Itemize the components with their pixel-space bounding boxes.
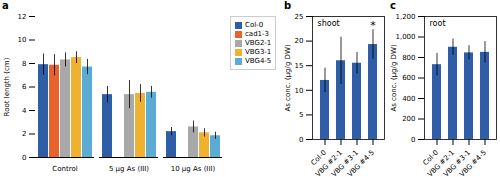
svg-text:600: 600: [402, 74, 415, 82]
svg-text:shoot: shoot: [318, 19, 340, 28]
svg-text:0: 0: [411, 136, 415, 144]
svg-text:Col-0: Col-0: [421, 148, 440, 168]
svg-text:*: *: [370, 19, 376, 32]
svg-text:4: 4: [22, 107, 27, 115]
svg-text:8: 8: [22, 60, 26, 68]
html-text:VBG2-1: VBG2-1: [245, 39, 272, 47]
svg-text:25: 25: [295, 13, 304, 21]
html-text:a: a: [2, 0, 9, 11]
svg-text:root: root: [430, 19, 446, 28]
svg-text:Control: Control: [52, 165, 77, 173]
svg-text:0: 0: [299, 136, 303, 144]
svg-text:0: 0: [22, 154, 26, 162]
svg-text:15: 15: [295, 62, 304, 70]
svg-text:10: 10: [18, 36, 27, 44]
html-text:Col-0: Col-0: [245, 21, 264, 29]
svg-text:5 μg As (III): 5 μg As (III): [109, 165, 149, 173]
svg-text:2: 2: [22, 130, 26, 138]
html-text:c: c: [390, 0, 396, 11]
svg-text:10 μg As (III): 10 μg As (III): [171, 165, 216, 173]
html-text:b: b: [284, 0, 292, 11]
svg-text:Root length (cm): Root length (cm): [3, 57, 11, 116]
svg-text:As conc. (μg/g DW): As conc. (μg/g DW): [390, 44, 398, 111]
svg-text:VBG #4-5: VBG #4-5: [458, 149, 488, 177]
svg-text:5: 5: [299, 111, 303, 119]
svg-text:400: 400: [402, 95, 415, 103]
svg-text:20: 20: [295, 37, 304, 45]
svg-text:As conc. (μg/g DW): As conc. (μg/g DW): [284, 44, 292, 111]
svg-text:12: 12: [18, 13, 27, 21]
svg-text:VBG #4-5: VBG #4-5: [346, 149, 376, 177]
svg-text:800: 800: [402, 54, 415, 62]
html-text:VBG3-1: VBG3-1: [245, 48, 272, 56]
svg-text:1,000: 1,000: [395, 33, 415, 41]
svg-text:Col-0: Col-0: [309, 148, 328, 168]
html-text:VBG4-5: VBG4-5: [245, 57, 272, 65]
svg-text:10: 10: [295, 87, 304, 95]
svg-text:1,200: 1,200: [395, 13, 415, 21]
html-text:cad1-3: cad1-3: [245, 30, 269, 38]
svg-text:6: 6: [22, 83, 27, 91]
svg-text:200: 200: [402, 115, 415, 123]
